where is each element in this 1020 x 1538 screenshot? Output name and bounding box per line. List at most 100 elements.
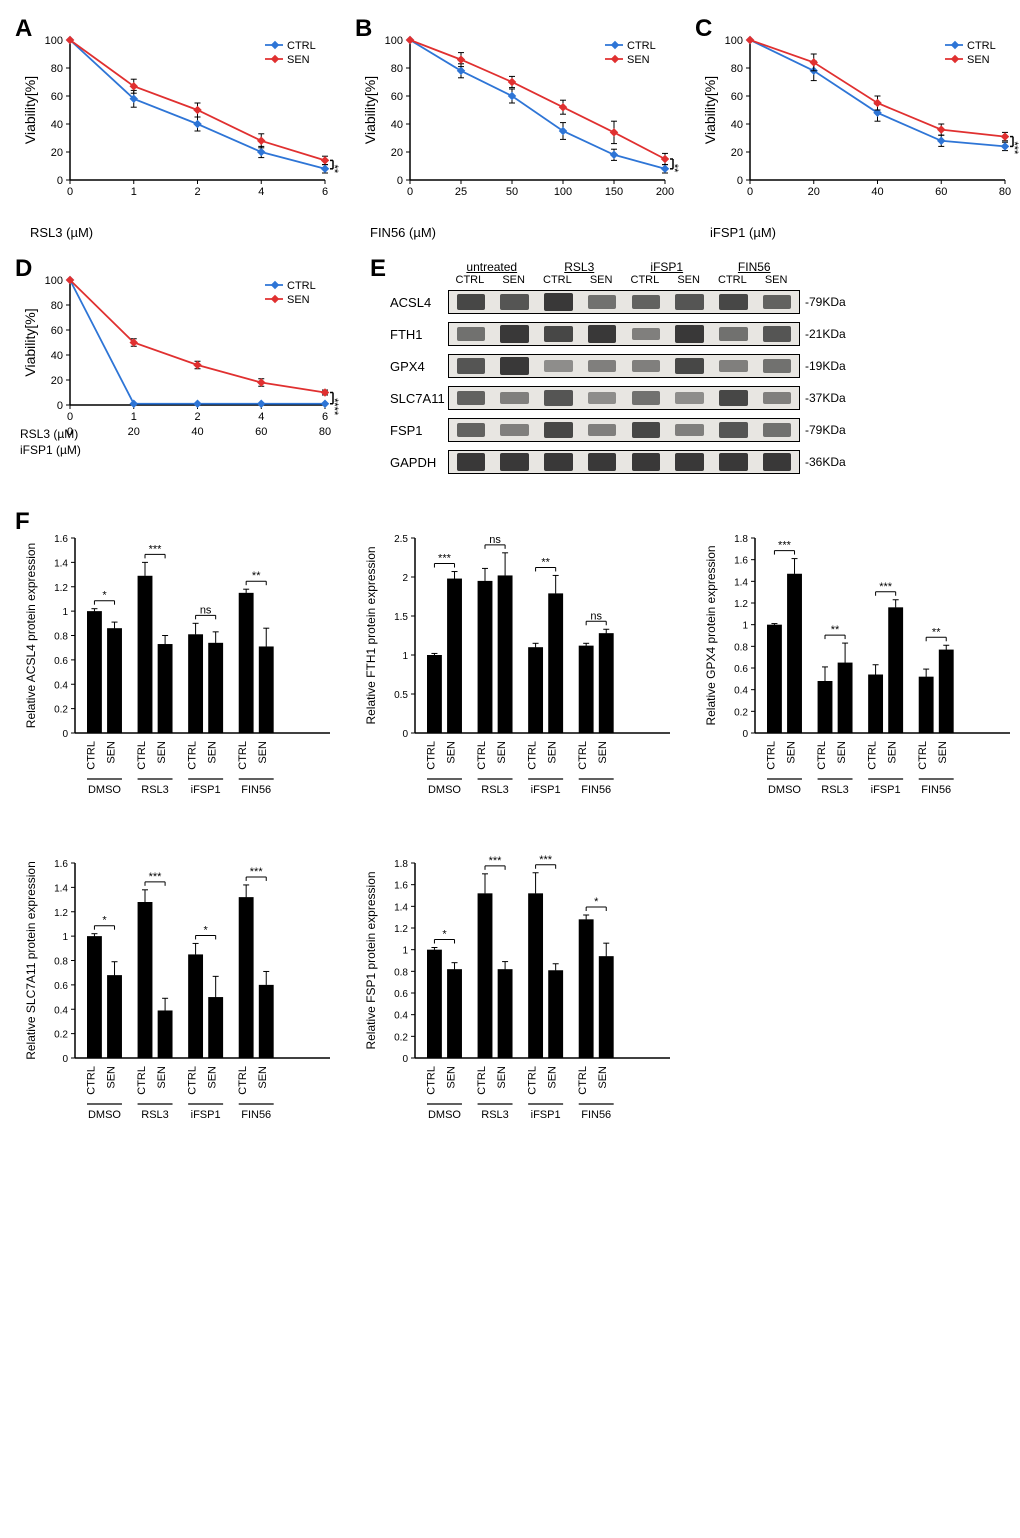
bar-chart-F0: 00.20.40.60.811.21.41.6CTRLSENCTRLSENCTR… (20, 513, 340, 813)
svg-text:1.4: 1.4 (54, 558, 68, 569)
svg-text:Viability[%]: Viability[%] (22, 308, 38, 376)
svg-text:60: 60 (51, 325, 63, 337)
svg-text:0: 0 (67, 411, 73, 423)
svg-text:SEN: SEN (937, 741, 949, 764)
svg-text:SEN: SEN (496, 741, 508, 764)
svg-text:1.2: 1.2 (734, 599, 748, 610)
svg-text:***: *** (149, 543, 163, 555)
svg-text:4: 4 (258, 411, 264, 423)
svg-text:Relative SLC7A11 protein expr: Relative SLC7A11 protein expression (24, 861, 38, 1060)
svg-text:Relative FTH1 protein express: Relative FTH1 protein expression (364, 546, 378, 724)
svg-text:6: 6 (322, 411, 328, 423)
chart-B: 02040608010002550100150200Viability[%]**… (360, 20, 680, 220)
svg-text:0.2: 0.2 (734, 707, 748, 718)
svg-text:CTRL: CTRL (867, 741, 879, 770)
svg-text:0: 0 (57, 400, 63, 412)
svg-text:*: * (102, 590, 107, 602)
svg-text:0: 0 (62, 729, 68, 740)
svg-text:Viability[%]: Viability[%] (362, 76, 378, 144)
svg-text:1.4: 1.4 (734, 577, 748, 588)
svg-text:CTRL: CTRL (577, 1066, 589, 1095)
svg-text:*: * (442, 929, 447, 941)
svg-text:1: 1 (742, 621, 748, 632)
svg-text:FIN56: FIN56 (241, 784, 271, 796)
svg-text:1.4: 1.4 (54, 883, 68, 894)
svg-text:0.8: 0.8 (734, 642, 748, 653)
svg-text:CTRL: CTRL (425, 741, 437, 770)
panel-label-A: A (15, 15, 32, 43)
svg-text:0: 0 (747, 186, 753, 198)
svg-text:***: *** (489, 855, 503, 867)
svg-text:6: 6 (322, 186, 328, 198)
blot-label: ACSL4 (390, 295, 448, 310)
svg-text:RSL3: RSL3 (141, 1109, 169, 1121)
svg-text:0: 0 (402, 1054, 408, 1065)
svg-text:SEN: SEN (106, 1066, 118, 1089)
svg-text:1.2: 1.2 (54, 908, 68, 919)
svg-text:1.6: 1.6 (54, 534, 68, 545)
blot-ACSL4: ACSL4-79KDa (390, 290, 1000, 314)
svg-text:iFSP1: iFSP1 (871, 784, 901, 796)
blot-label: SLC7A11 (390, 391, 448, 406)
blot-SLC7A11: SLC7A11 -37KDa (390, 386, 1000, 410)
svg-text:0.6: 0.6 (54, 656, 68, 667)
svg-text:1: 1 (131, 186, 137, 198)
svg-text:40: 40 (51, 119, 63, 131)
svg-text:ns: ns (489, 534, 501, 546)
svg-text:1.4: 1.4 (394, 902, 408, 913)
svg-text:CTRL: CTRL (425, 1066, 437, 1095)
svg-text:1.2: 1.2 (54, 583, 68, 594)
svg-text:***: *** (778, 540, 792, 552)
svg-text:1: 1 (62, 932, 68, 943)
svg-text:SEN: SEN (287, 54, 310, 66)
svg-text:1: 1 (402, 651, 408, 662)
svg-text:SEN: SEN (446, 741, 458, 764)
svg-text:CTRL: CTRL (287, 40, 316, 52)
svg-text:0.8: 0.8 (54, 632, 68, 643)
svg-text:0: 0 (407, 186, 413, 198)
svg-text:4: 4 (258, 186, 264, 198)
svg-text:***: *** (539, 854, 553, 866)
blot-size: -37KDa (805, 391, 846, 405)
svg-text:50: 50 (506, 186, 518, 198)
blot-strip (448, 418, 800, 442)
svg-text:CTRL: CTRL (917, 741, 929, 770)
blot-label: FSP1 (390, 423, 448, 438)
blot-GPX4: GPX4-19KDa (390, 354, 1000, 378)
svg-text:2: 2 (194, 411, 200, 423)
svg-text:0: 0 (737, 175, 743, 187)
svg-text:40: 40 (871, 186, 883, 198)
svg-text:**: ** (328, 165, 340, 174)
svg-text:SEN: SEN (967, 54, 990, 66)
svg-text:CTRL: CTRL (967, 40, 996, 52)
blot-FSP1: FSP1-79KDa (390, 418, 1000, 442)
svg-text:1.6: 1.6 (394, 881, 408, 892)
svg-text:CTRL: CTRL (85, 741, 97, 770)
svg-text:CTRL: CTRL (476, 741, 488, 770)
panel-label-E: E (370, 255, 386, 283)
svg-text:40: 40 (731, 119, 743, 131)
svg-text:SEN: SEN (496, 1066, 508, 1089)
svg-text:0: 0 (67, 186, 73, 198)
blot-GAPDH: GAPDH-36KDa (390, 450, 1000, 474)
svg-text:20: 20 (51, 147, 63, 159)
svg-text:20: 20 (808, 186, 820, 198)
svg-text:80: 80 (51, 300, 63, 312)
svg-text:20: 20 (731, 147, 743, 159)
bar-chart-F3: 00.20.40.60.811.21.41.6CTRLSENCTRLSENCTR… (20, 838, 340, 1138)
svg-text:DMSO: DMSO (88, 1109, 121, 1121)
svg-text:0: 0 (62, 1054, 68, 1065)
svg-text:200: 200 (656, 186, 674, 198)
svg-text:80: 80 (51, 63, 63, 75)
blot-strip (448, 290, 800, 314)
svg-text:SEN: SEN (836, 741, 848, 764)
svg-text:0.2: 0.2 (394, 1032, 408, 1043)
svg-text:*: * (102, 915, 107, 927)
svg-text:0.6: 0.6 (734, 664, 748, 675)
svg-text:SEN: SEN (257, 1066, 269, 1089)
svg-text:FIN56: FIN56 (921, 784, 951, 796)
svg-text:0.2: 0.2 (54, 705, 68, 716)
svg-text:80: 80 (999, 186, 1011, 198)
svg-text:1.6: 1.6 (734, 556, 748, 567)
svg-text:0.4: 0.4 (54, 1005, 68, 1016)
